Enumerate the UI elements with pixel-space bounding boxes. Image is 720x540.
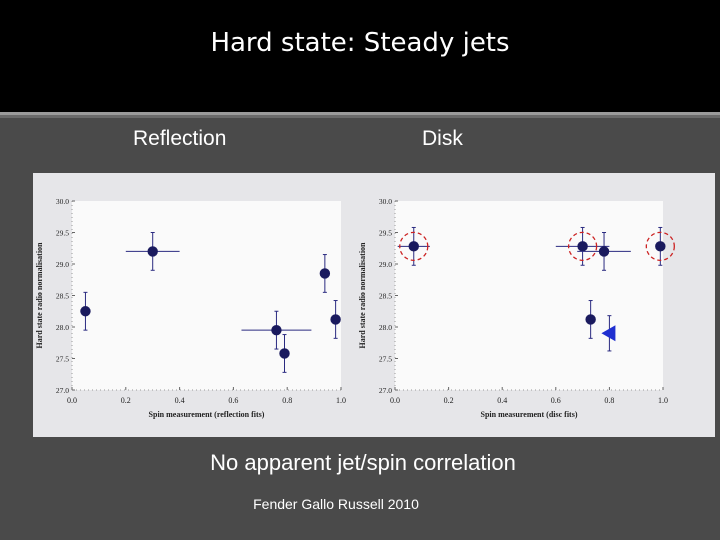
data-point-triangle bbox=[601, 325, 616, 342]
data-point bbox=[330, 314, 341, 325]
data-point bbox=[408, 241, 419, 252]
y-tick-label: 29.5 bbox=[56, 229, 69, 238]
y-tick-label: 29.0 bbox=[379, 260, 392, 269]
y-tick-label: 27.0 bbox=[56, 386, 69, 395]
y-tick-label: 28.0 bbox=[56, 323, 69, 332]
y-tick-label: 30.0 bbox=[379, 197, 392, 206]
data-point bbox=[577, 241, 588, 252]
plot-area bbox=[72, 201, 341, 390]
x-tick-label: 0.2 bbox=[444, 396, 454, 405]
x-tick-label: 1.0 bbox=[658, 396, 668, 405]
chart-reflection: 0.0 0.2 0.4 0.6 0.8 1.0 27.0 27.5 28.0 28.5 29.0 29… bbox=[35, 197, 346, 419]
x-tick-label: 0.2 bbox=[121, 396, 131, 405]
y-tick-label: 28.5 bbox=[56, 292, 69, 301]
x-tick-label: 0.6 bbox=[228, 396, 238, 405]
chart-disk: 0.0 0.2 0.4 0.6 0.8 1.0 27.0 27.5 28.0 28.5 29.0 29… bbox=[358, 197, 675, 419]
y-tick-label: 27.5 bbox=[379, 355, 392, 364]
x-tick-label: 0.8 bbox=[282, 396, 292, 405]
label-reflection: Reflection bbox=[133, 127, 227, 150]
plot-area bbox=[395, 201, 663, 390]
data-point bbox=[80, 306, 91, 317]
highlight-ring bbox=[399, 231, 429, 262]
data-point bbox=[279, 348, 290, 359]
y-tick-label: 28.0 bbox=[379, 323, 392, 332]
data-point bbox=[598, 246, 610, 257]
data-point bbox=[655, 241, 666, 252]
title-bar bbox=[0, 0, 720, 112]
x-tick-label: 0.8 bbox=[604, 396, 614, 405]
x-tick-label: 0.0 bbox=[390, 396, 400, 405]
highlight-ring bbox=[567, 231, 598, 262]
highlight-ring bbox=[645, 231, 675, 262]
divider-light bbox=[0, 112, 720, 115]
y-tick-label: 27.0 bbox=[379, 386, 392, 395]
y-tick-label: 28.5 bbox=[379, 292, 392, 301]
y-tick-label: 27.5 bbox=[56, 355, 69, 364]
y-axis-label-disk: Hard state radio normalisation bbox=[358, 242, 367, 349]
x-axis-label-reflection: Spin measurement (reflection fits) bbox=[149, 410, 265, 419]
x-tick-label: 0.0 bbox=[67, 396, 77, 405]
y-tick-label: 29.5 bbox=[379, 229, 392, 238]
y-tick-label: 29.0 bbox=[56, 260, 69, 269]
data-point bbox=[271, 324, 282, 336]
slide-title: Hard state: Steady jets bbox=[210, 28, 510, 58]
y-axis-label-reflection: Hard state radio normalisation bbox=[35, 242, 44, 349]
label-disk: Disk bbox=[422, 127, 463, 150]
y-tick-label: 30.0 bbox=[56, 197, 69, 206]
caption: No apparent jet/spin correlation bbox=[210, 450, 516, 475]
divider-dark bbox=[0, 115, 720, 118]
credit: Fender Gallo Russell 2010 bbox=[253, 496, 419, 512]
data-point bbox=[319, 268, 331, 279]
x-tick-label: 0.4 bbox=[497, 396, 507, 405]
x-axis-label-disk: Spin measurement (disc fits) bbox=[481, 410, 578, 419]
x-tick-label: 1.0 bbox=[336, 396, 346, 405]
x-tick-label: 0.6 bbox=[551, 396, 561, 405]
data-point bbox=[147, 246, 158, 257]
data-point bbox=[585, 314, 596, 325]
x-tick-label: 0.4 bbox=[175, 396, 185, 405]
